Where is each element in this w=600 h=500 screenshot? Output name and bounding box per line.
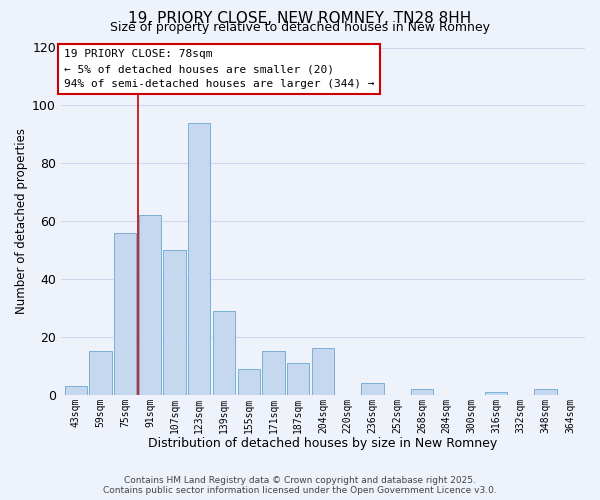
Text: 19 PRIORY CLOSE: 78sqm
← 5% of detached houses are smaller (20)
94% of semi-deta: 19 PRIORY CLOSE: 78sqm ← 5% of detached … — [64, 49, 374, 89]
Bar — [312, 348, 334, 395]
Text: 19, PRIORY CLOSE, NEW ROMNEY, TN28 8HH: 19, PRIORY CLOSE, NEW ROMNEY, TN28 8HH — [128, 11, 472, 26]
Bar — [485, 392, 507, 395]
Bar — [89, 352, 112, 395]
Text: Contains HM Land Registry data © Crown copyright and database right 2025.
Contai: Contains HM Land Registry data © Crown c… — [103, 476, 497, 495]
Bar — [213, 311, 235, 395]
Bar — [535, 389, 557, 395]
Bar — [287, 363, 310, 395]
Bar — [411, 389, 433, 395]
Text: Size of property relative to detached houses in New Romney: Size of property relative to detached ho… — [110, 21, 490, 34]
Bar — [114, 232, 136, 395]
Bar — [361, 383, 383, 395]
Y-axis label: Number of detached properties: Number of detached properties — [15, 128, 28, 314]
Bar — [262, 352, 284, 395]
Bar — [65, 386, 87, 395]
X-axis label: Distribution of detached houses by size in New Romney: Distribution of detached houses by size … — [148, 437, 497, 450]
Bar — [139, 216, 161, 395]
Bar — [238, 369, 260, 395]
Bar — [188, 122, 211, 395]
Bar — [163, 250, 186, 395]
